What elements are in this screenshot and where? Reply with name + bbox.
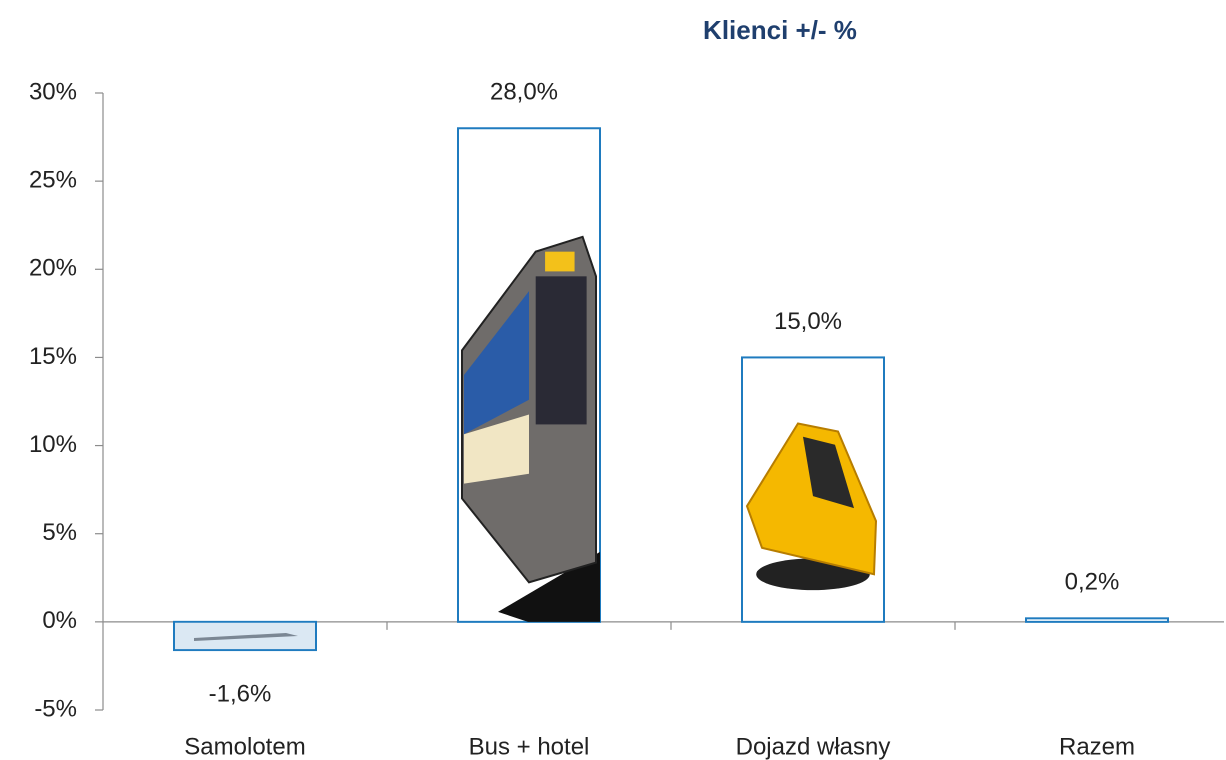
y-tick-label: 20%: [29, 255, 77, 282]
chart-title: Klienci +/- %: [703, 15, 857, 45]
y-tick-label: 30%: [29, 78, 77, 105]
bar: [1026, 618, 1168, 622]
bar-picture: [175, 623, 315, 649]
y-tick-label: 0%: [42, 607, 77, 634]
x-tick-label: Samolotem: [184, 733, 305, 760]
value-label: 15,0%: [774, 308, 842, 335]
bus-windshield: [536, 276, 587, 424]
chart: Klienci +/- % -5% 0% 5% 10% 15% 20% 25% 30% -1,6…: [0, 0, 1226, 760]
y-tick-label: 25%: [29, 166, 77, 193]
y-tick-label: 15%: [29, 343, 77, 370]
value-label: 0,2%: [1065, 569, 1120, 596]
y-tick-label: 10%: [29, 431, 77, 458]
value-label: 28,0%: [490, 79, 558, 106]
x-tick-label: Bus + hotel: [469, 733, 590, 760]
bus-sign: [545, 252, 574, 272]
value-label: -1,6%: [209, 680, 272, 707]
x-tick-label: Razem: [1059, 733, 1135, 760]
y-tick-label: -5%: [34, 695, 77, 722]
x-tick-label: Dojazd własny: [736, 733, 891, 760]
y-tick-label: 5%: [42, 519, 77, 546]
